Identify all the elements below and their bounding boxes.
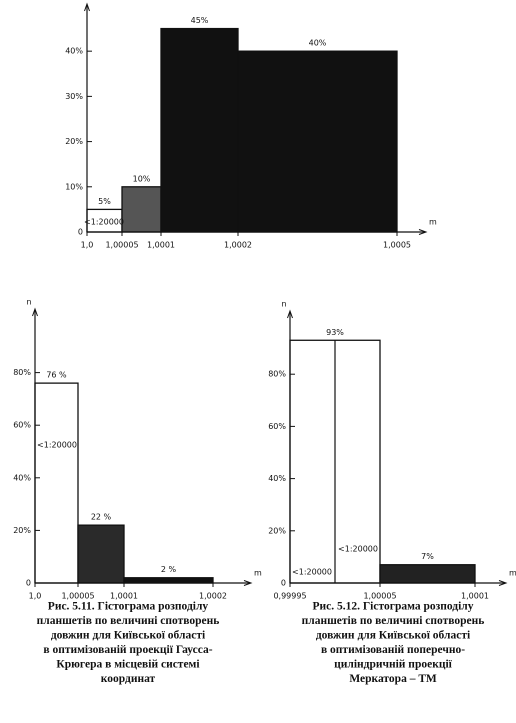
y-tick-label: 80%: [13, 368, 31, 377]
y-tick-label: 40%: [65, 47, 83, 56]
y-tick-label: 30%: [65, 92, 83, 101]
x-tick-label: 1,0001: [147, 241, 175, 250]
y-axis-label: n: [78, 0, 83, 2]
caption-line: планшетів по величині спотворень: [302, 615, 485, 627]
caption-line: довжин для Київської області: [316, 630, 471, 642]
y-arrow: [84, 2, 90, 12]
x-tick-label: 1,0: [29, 592, 42, 601]
bar: [77, 524, 125, 584]
y-tick-label: 60%: [268, 422, 286, 431]
x-tick-label: 1,0001: [461, 592, 489, 601]
x-tick-label: 1,00005: [363, 592, 396, 601]
caption-line: Рис. 5.11. Гістограма розподілу: [48, 601, 209, 613]
y-tick-label: 20%: [65, 137, 83, 146]
caption-line: Крюгера в місцевій системі: [56, 659, 200, 671]
y-axis-label: n: [281, 300, 286, 309]
y-arrow: [32, 307, 38, 317]
value-label: 22 %: [91, 513, 112, 522]
caption-line: координат: [101, 673, 156, 685]
y-tick-label: 10%: [65, 182, 83, 191]
caption-line: Меркатора – ТМ: [349, 673, 437, 685]
annotation: <1:20000: [338, 545, 378, 554]
x-axis-label: m: [254, 569, 262, 578]
x-tick-label: 1,0002: [199, 592, 227, 601]
bar: [160, 27, 239, 233]
x-arrow: [498, 580, 508, 586]
value-label: 76 %: [46, 371, 67, 380]
x-tick-label: 1,00005: [61, 592, 94, 601]
y-tick-label: 0: [78, 228, 83, 237]
value-label: 7%: [421, 552, 434, 561]
bar: [121, 186, 162, 233]
x-tick-label: 1,0005: [383, 241, 411, 250]
y-axis-label: n: [26, 298, 31, 307]
caption-line: планшетів по величині спотворень: [37, 615, 220, 627]
caption-line: в оптимізованій проекції Гаусса-: [43, 644, 212, 656]
bar: [34, 382, 79, 584]
x-axis-label: m: [509, 569, 516, 578]
x-tick-label: 1,0002: [224, 241, 252, 250]
caption-line: циліндричній проекції: [334, 659, 452, 671]
y-tick-label: 40%: [268, 474, 286, 483]
y-tick-label: 80%: [268, 370, 286, 379]
value-label: 40%: [309, 39, 327, 48]
x-tick-label: 1,00005: [105, 241, 138, 250]
y-tick-label: 0: [281, 579, 286, 588]
x-axis-label: m: [429, 218, 437, 227]
x-arrow: [418, 229, 428, 235]
value-label: 2 %: [161, 565, 177, 574]
value-label: 93%: [326, 328, 344, 337]
bar: [379, 564, 476, 584]
x-tick-label: 1,0: [81, 241, 94, 250]
caption-line: в оптимізованій поперечно-: [321, 644, 465, 656]
x-tick-label: 1,0001: [110, 592, 138, 601]
y-arrow: [287, 309, 293, 319]
bar: [237, 50, 398, 233]
caption-line: довжин для Київської області: [51, 630, 206, 642]
bar: [123, 577, 214, 584]
y-tick-label: 20%: [268, 526, 286, 535]
annotation: <1:20000: [84, 218, 124, 227]
y-tick-label: 40%: [13, 473, 31, 482]
y-tick-label: 0: [26, 579, 31, 588]
value-label: 10%: [133, 174, 151, 183]
x-tick-label: 0,99995: [273, 592, 306, 601]
value-label: 5%: [98, 197, 111, 206]
annotation: <1:20000: [292, 568, 332, 577]
x-arrow: [243, 580, 253, 586]
y-tick-label: 20%: [13, 526, 31, 535]
caption-line: Рис. 5.12. Гістограма розподілу: [312, 601, 473, 613]
y-tick-label: 60%: [13, 421, 31, 430]
value-label: 45%: [191, 16, 209, 25]
annotation: <1:20000: [37, 441, 77, 450]
